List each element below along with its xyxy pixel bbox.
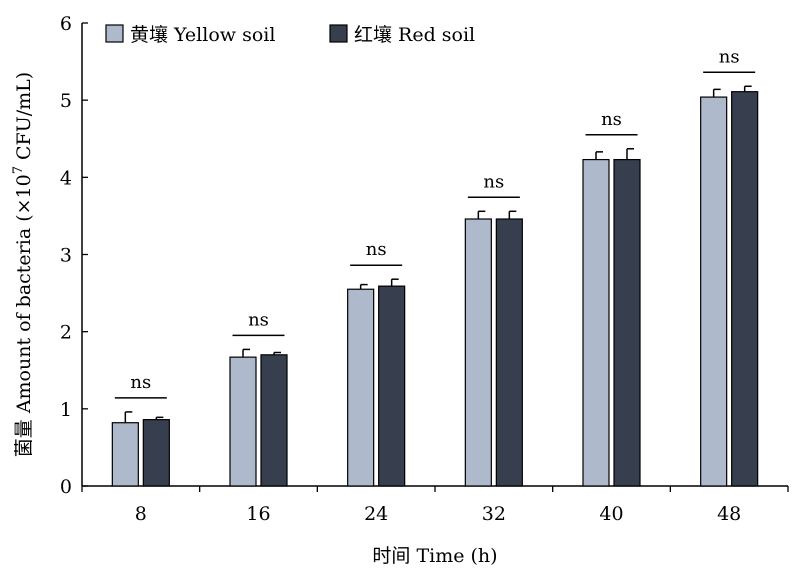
y-tick-label: 2	[60, 322, 72, 344]
y-tick-label: 4	[60, 167, 72, 189]
bar	[495, 218, 523, 487]
bar	[142, 419, 170, 487]
significance-label: ns	[601, 109, 622, 130]
legend-swatch	[105, 24, 124, 43]
bar	[229, 356, 257, 487]
x-tick-label: 40	[599, 503, 623, 525]
x-tick-label: 24	[364, 503, 388, 525]
significance-label: ns	[483, 171, 504, 192]
x-tick-label: 8	[135, 503, 147, 525]
significance-label: ns	[248, 309, 269, 330]
error-bars	[124, 85, 752, 423]
x-axis-title: 时间 Time (h)	[372, 545, 497, 567]
y-axis-title-superscript: 7	[11, 166, 26, 174]
significance-label: ns	[366, 239, 387, 260]
bar	[700, 96, 728, 487]
y-tick-label: 0	[60, 476, 72, 498]
bar	[111, 422, 139, 487]
x-tick-label: 16	[246, 503, 270, 525]
legend-label: 黄壤 Yellow soil	[130, 24, 275, 46]
legend: 黄壤 Yellow soil 红壤 Red soil	[105, 24, 475, 46]
bar	[613, 158, 641, 487]
bar	[378, 285, 406, 487]
x-tick-label: 32	[482, 503, 506, 525]
bars	[111, 91, 759, 487]
y-axis-title-main: 菌量 Amount of bacteria (×10	[13, 174, 35, 457]
bar	[582, 158, 610, 487]
y-tick-label: 3	[60, 245, 72, 267]
legend-label: 红壤 Red soil	[354, 24, 475, 46]
y-tick-label: 5	[60, 90, 72, 112]
significance-annotations: ns ns ns ns ns ns	[114, 46, 756, 399]
x-tick-label: 48	[717, 503, 741, 525]
significance-label: ns	[719, 46, 740, 67]
bar	[731, 91, 759, 487]
y-tick-label: 1	[60, 399, 72, 421]
y-tick-label: 6	[60, 13, 72, 35]
bar	[347, 288, 375, 487]
legend-swatch	[329, 24, 348, 43]
axes: 0 1 2 3 4 5 6 8 16 24 32 40 48	[60, 13, 789, 525]
bar	[260, 354, 288, 487]
significance-label: ns	[130, 372, 151, 393]
y-axis-title-unit: CFU/mL)	[13, 72, 35, 166]
y-axis-title: 菌量 Amount of bacteria (×107 CFU/mL)	[11, 72, 35, 457]
bar	[464, 218, 492, 487]
